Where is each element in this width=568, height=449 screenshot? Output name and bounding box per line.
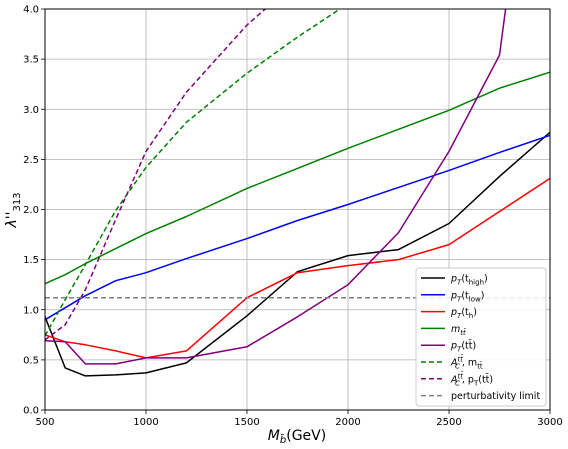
legend-label: mtt̄	[451, 324, 467, 337]
legend-label-part: tt̄	[458, 354, 464, 363]
y-tick-label: 2.0	[23, 205, 39, 216]
legend-label-part: p	[450, 341, 457, 352]
legend-label-part: )	[481, 290, 485, 301]
legend-label-part: (tt̄)	[478, 374, 493, 386]
x-axis-title: Mb̃(GeV)	[268, 428, 326, 446]
legend-label-part: p	[450, 290, 457, 301]
legend-label-part: )	[484, 274, 488, 285]
legend-box	[415, 267, 547, 407]
x-tick-label: 2000	[335, 417, 360, 428]
legend-label-part: C	[455, 379, 460, 387]
y-tick-label: 3.0	[23, 105, 39, 116]
series-layer	[45, 9, 550, 377]
legend-label: pT(tt̄)	[450, 340, 476, 354]
legend-label: Att̄ C, mtt̄	[450, 354, 483, 370]
y-tick-label: 0.0	[23, 406, 39, 417]
legend-label-part: m	[451, 324, 460, 335]
legend-label-part: p	[450, 274, 457, 285]
legend-label-part: T	[473, 379, 479, 387]
legend-label: pT(tlow)	[450, 290, 484, 303]
legend-label-part: h	[469, 312, 473, 320]
legend-label-part: high	[469, 279, 484, 287]
series-line-0	[45, 131, 550, 377]
legend: pT(thigh)pT(tlow)pT(th)mtt̄pT(tt̄)Att̄ C,…	[415, 267, 547, 407]
legend-label-part: A	[450, 358, 458, 369]
legend-label-part: (t	[461, 290, 469, 301]
ticks: 500 1000 1500 2000 2500 3000 0.0 0.5 1.0 1.5 2.0 2.…	[23, 5, 563, 429]
y-tick-label: 4.0	[23, 5, 39, 16]
x-tick-label: 2500	[436, 417, 461, 428]
y-tick-label: 3.5	[23, 55, 39, 66]
legend-items: pT(thigh)pT(tlow)pT(th)mtt̄pT(tt̄)Att̄ C,…	[421, 274, 540, 402]
x-tick-label: 3000	[537, 417, 562, 428]
legend-label-part: (t	[461, 274, 469, 285]
legend-label-part: (t	[461, 307, 469, 318]
legend-label: perturbativity limit	[451, 391, 540, 402]
legend-label-part: T	[457, 279, 462, 287]
y-tick-label: 1.0	[23, 305, 39, 316]
legend-label-part: tt̄	[460, 328, 466, 337]
legend-label-part: tt̄	[477, 361, 483, 370]
legend-label-part: tt̄	[458, 371, 464, 380]
x-tick-label: 1500	[234, 417, 259, 428]
legend-label: pT(th)	[450, 307, 477, 320]
y-tick-label: 1.5	[23, 255, 39, 266]
y-axis-title-main: λ''	[4, 212, 20, 229]
legend-label: Att̄ C, pT(tt̄)	[450, 371, 493, 387]
legend-label-part: T	[457, 346, 462, 354]
y-tick-label: 2.5	[23, 155, 39, 166]
legend-label-part: A	[450, 374, 458, 385]
legend-label-part: p	[450, 307, 457, 318]
legend-label-part: T	[457, 312, 462, 320]
legend-label-part: , m	[462, 358, 477, 369]
legend-label-part: C	[455, 363, 460, 371]
y-tick-label: 0.5	[23, 355, 39, 366]
series-line-4	[45, 9, 507, 365]
x-axis-title-main: M	[268, 428, 280, 444]
legend-label-part: , p	[462, 374, 474, 385]
series-line-1	[45, 134, 550, 321]
y-axis-title: λ''313	[4, 192, 23, 228]
legend-label-part: low	[469, 295, 481, 303]
series-line-6	[45, 9, 266, 341]
legend-label: pT(thigh)	[450, 274, 488, 287]
x-axis-title-sub: b̃	[280, 433, 286, 446]
x-axis-title-unit: (GeV)	[286, 428, 326, 444]
legend-label-part: (tt̄)	[461, 340, 476, 352]
x-tick-label: 1000	[133, 417, 158, 428]
x-tick-label: 500	[35, 417, 54, 428]
series-line-5	[45, 9, 341, 337]
legend-label-part: )	[473, 307, 477, 318]
legend-label-part: T	[457, 295, 462, 303]
legend-label-part: perturbativity limit	[451, 391, 540, 402]
y-axis-title-sub: 313	[12, 192, 23, 211]
